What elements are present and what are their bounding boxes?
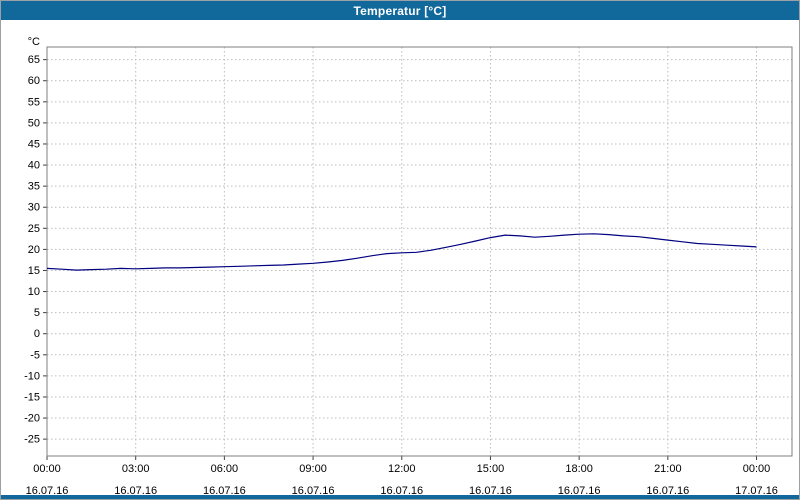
y-tick-label: 15	[28, 265, 40, 277]
x-tick-time-label: 15:00	[477, 463, 505, 475]
y-tick-label: 45	[28, 138, 40, 150]
plot-border	[46, 46, 793, 457]
y-tick-label: -5	[30, 349, 40, 361]
x-tick-time-label: 18:00	[565, 463, 593, 475]
y-tick-label: 50	[28, 117, 40, 129]
x-tick-time-label: 09:00	[299, 463, 327, 475]
y-tick-label: -10	[24, 370, 40, 382]
x-tick-date-label: 16.07.16	[380, 485, 423, 497]
y-tick-label: 65	[28, 54, 40, 66]
y-tick-label: 35	[28, 181, 40, 193]
x-tick-date-label: 17.07.16	[735, 485, 778, 497]
y-tick-label: -25	[24, 434, 40, 446]
y-tick-label: 5	[34, 307, 40, 319]
y-tick-label: 40	[28, 160, 40, 172]
window-title: Temperatur [°C]	[353, 3, 447, 18]
window-titlebar: Temperatur [°C]	[1, 1, 799, 20]
x-tick-time-label: 06:00	[211, 463, 239, 475]
y-tick-label: -15	[24, 391, 40, 403]
x-tick-time-label: 12:00	[388, 463, 416, 475]
temperature-line	[46, 233, 757, 271]
y-tick-label: 20	[28, 244, 40, 256]
x-tick-time-label: 21:00	[654, 463, 682, 475]
x-tick-date-label: 16.07.16	[292, 485, 335, 497]
x-tick-time-label: 00:00	[743, 463, 771, 475]
x-tick-date-label: 16.07.16	[469, 485, 512, 497]
bottom-accent-bar	[1, 495, 799, 499]
y-tick-label: 55	[28, 96, 40, 108]
y-tick-label: 60	[28, 75, 40, 87]
y-axis-unit-label: °C	[28, 36, 40, 48]
y-tick-label: -20	[24, 413, 40, 425]
x-tick-date-label: 16.07.16	[558, 485, 601, 497]
x-tick-date-label: 16.07.16	[646, 485, 689, 497]
x-tick-date-label: 16.07.16	[26, 485, 69, 497]
y-tick-label: 0	[34, 328, 40, 340]
y-tick-label: 25	[28, 223, 40, 235]
x-tick-date-label: 16.07.16	[114, 485, 157, 497]
y-tick-label: 30	[28, 202, 40, 214]
x-tick-time-label: 00:00	[33, 463, 61, 475]
x-tick-date-label: 16.07.16	[203, 485, 246, 497]
x-tick-time-label: 03:00	[122, 463, 150, 475]
y-tick-label: 10	[28, 286, 40, 298]
